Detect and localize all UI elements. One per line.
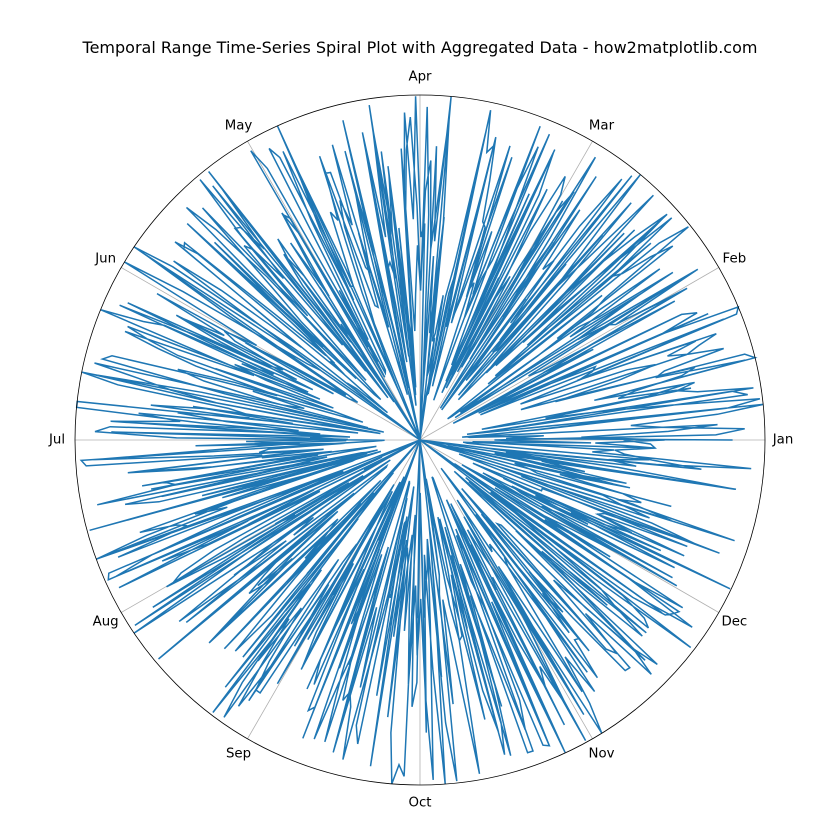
- month-label-apr: Apr: [408, 70, 431, 85]
- month-label-jul: Jul: [49, 433, 65, 448]
- month-label-mar: Mar: [589, 118, 614, 133]
- month-label-may: May: [225, 118, 253, 133]
- month-label-nov: Nov: [588, 747, 614, 762]
- figure: Temporal Range Time-Series Spiral Plot w…: [0, 0, 840, 840]
- month-label-aug: Aug: [93, 614, 119, 629]
- month-label-dec: Dec: [721, 614, 747, 629]
- month-label-feb: Feb: [723, 251, 747, 266]
- month-label-jun: Jun: [95, 251, 116, 266]
- month-label-oct: Oct: [408, 796, 431, 811]
- month-label-sep: Sep: [226, 747, 251, 762]
- polar-plot: [0, 0, 840, 840]
- month-label-jan: Jan: [773, 433, 794, 448]
